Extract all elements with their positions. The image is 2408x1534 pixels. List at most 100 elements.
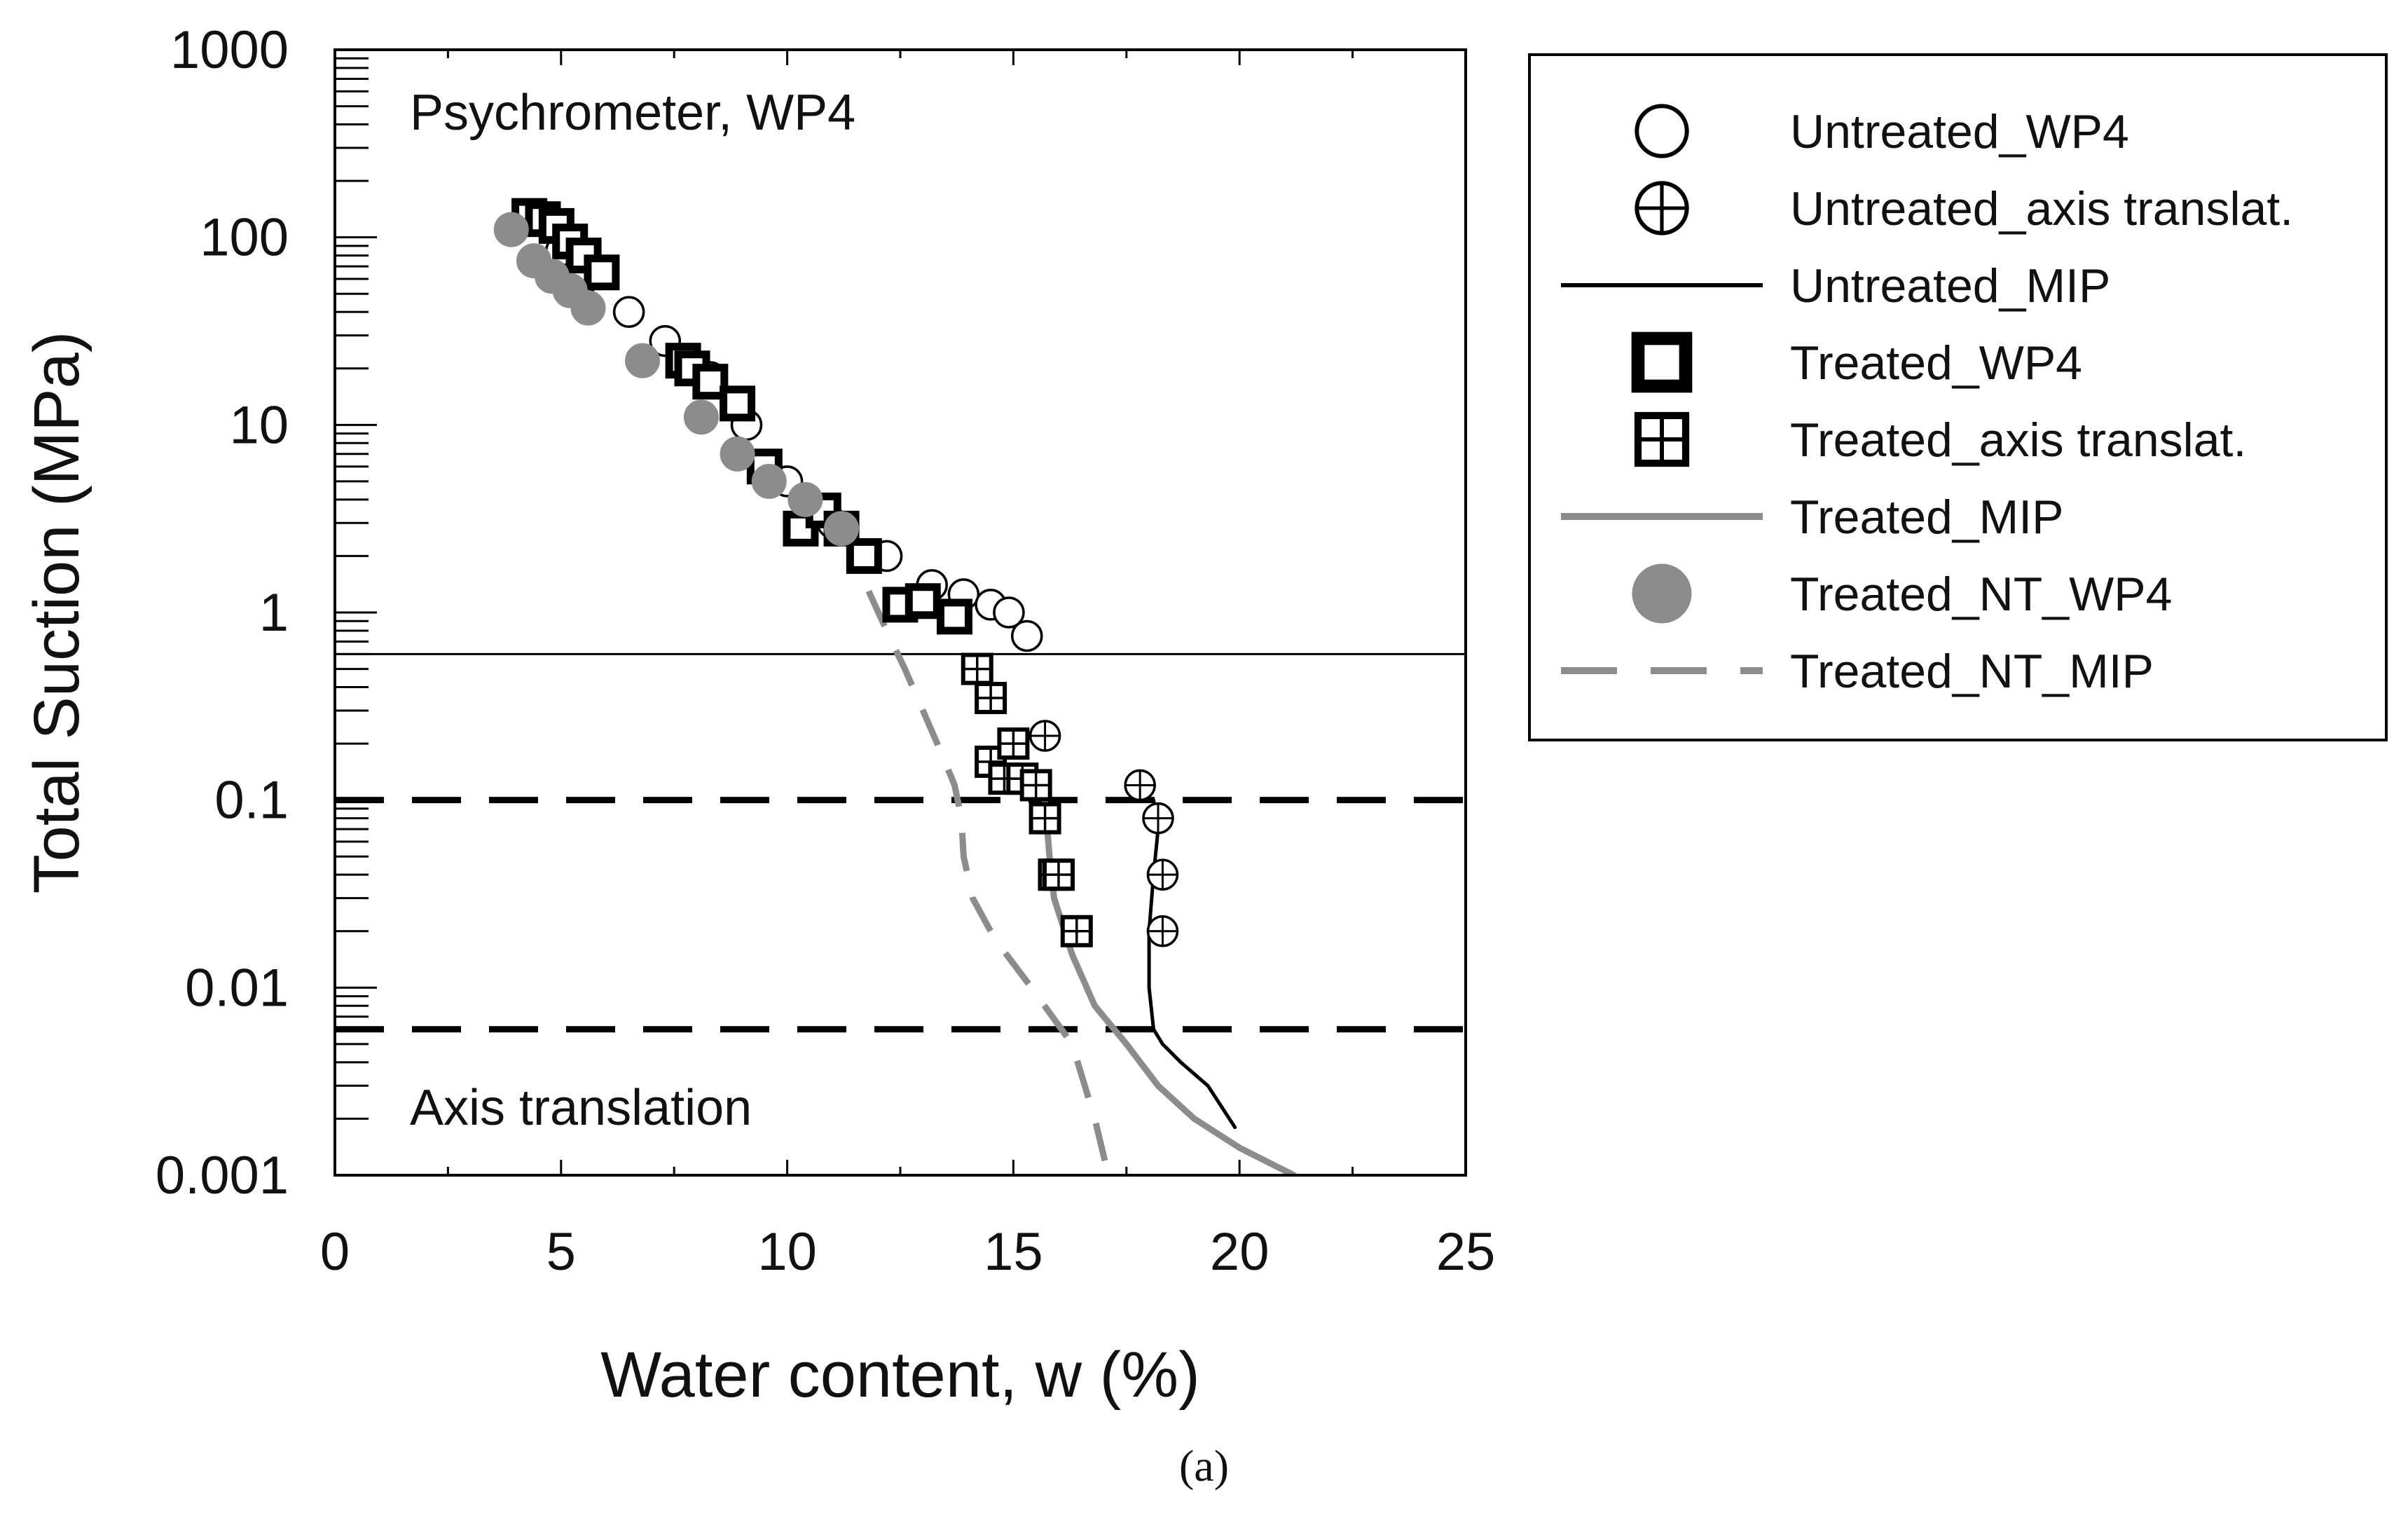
legend-swatch xyxy=(1632,563,1692,624)
series-layer xyxy=(493,198,1298,1175)
x-tick-label: 25 xyxy=(1436,1222,1496,1282)
y-tick-label: 1 xyxy=(259,583,289,643)
legend-item-untreated-wp4: Untreated_WP4 xyxy=(1635,104,2129,158)
data-point xyxy=(846,537,882,574)
reference-lines xyxy=(335,652,1466,1033)
data-point xyxy=(961,652,993,685)
x-tick-label: 15 xyxy=(984,1222,1043,1282)
data-point xyxy=(787,481,823,517)
series-untreated-axis-translat xyxy=(1028,720,1179,947)
legend-frame xyxy=(1528,53,2388,741)
annotation-axis-translation: Axis translation xyxy=(410,1080,752,1136)
marker-shape xyxy=(692,364,729,400)
series-untreated-wp4 xyxy=(545,234,1043,652)
data-point xyxy=(570,290,606,326)
data-point xyxy=(493,212,529,247)
data-point xyxy=(1124,769,1156,802)
marker-shape xyxy=(824,511,860,547)
legend-swatch xyxy=(1635,181,1689,235)
y-tick-label: 0.001 xyxy=(156,1146,289,1205)
series-line xyxy=(1147,798,1237,1130)
legend-label: Treated_NT_MIP xyxy=(1790,645,2154,698)
legend-label: Treated_NT_WP4 xyxy=(1790,568,2172,621)
series-untreated-mip xyxy=(1147,798,1237,1130)
data-point xyxy=(1011,619,1043,652)
data-point xyxy=(1042,858,1075,891)
data-point xyxy=(1019,769,1052,802)
data-point xyxy=(975,682,1007,715)
data-point xyxy=(720,436,755,472)
legend-item-untreated-mip: Untreated_MIP xyxy=(1561,259,2110,313)
legend-label: Treated_WP4 xyxy=(1790,336,2082,390)
legend-swatch xyxy=(1631,331,1693,393)
data-point xyxy=(997,727,1030,760)
axes: 0 5 10 15 20 25 0.001 0.01 0.1 1 10 100 1000 xyxy=(156,20,1495,1282)
legend-label: Treated_axis translat. xyxy=(1790,413,2246,467)
data-point xyxy=(1028,802,1061,835)
marker-shape xyxy=(787,481,823,517)
x-tick-label: 0 xyxy=(320,1222,350,1282)
marker-shape xyxy=(993,596,1025,629)
data-point xyxy=(936,598,972,635)
marker-shape xyxy=(1632,563,1692,624)
data-point xyxy=(612,296,645,328)
data-point xyxy=(1028,720,1061,752)
legend-label: Treated_MIP xyxy=(1790,491,2064,544)
series-line xyxy=(865,589,1112,1175)
x-tick-label: 5 xyxy=(546,1222,576,1282)
figure-caption: (a) xyxy=(1178,1441,1230,1491)
data-point xyxy=(904,583,941,619)
legend-swatch xyxy=(1634,411,1690,467)
legend-item-treated-wp4: Treated_WP4 xyxy=(1631,331,2082,393)
series-line xyxy=(1042,797,1298,1175)
marker-shape xyxy=(584,254,620,291)
marker-shape xyxy=(683,399,719,435)
legend-label: Untreated_WP4 xyxy=(1790,105,2129,158)
legend: Untreated_WP4 Untreated_axis translat. Unt… xyxy=(1528,53,2388,741)
marker-shape xyxy=(1631,331,1693,393)
marker-shape xyxy=(570,290,606,326)
series-treated-nt-wp4 xyxy=(493,212,860,547)
marker-shape xyxy=(720,385,756,422)
y-tick-label: 0.01 xyxy=(185,958,289,1018)
data-point xyxy=(692,364,729,400)
series-treated-nt-mip xyxy=(865,589,1112,1175)
data-point xyxy=(1142,802,1174,835)
y-tick-label: 10 xyxy=(229,395,289,455)
annotation-psychrometer: Psychrometer, WP4 xyxy=(410,85,855,141)
legend-item-treated-axis-translat: Treated_axis translat. xyxy=(1634,411,2246,467)
legend-item-treated-mip: Treated_MIP xyxy=(1561,491,2064,544)
marker-shape xyxy=(1011,619,1043,652)
marker-shape xyxy=(751,463,787,499)
data-point xyxy=(1060,915,1093,947)
data-point xyxy=(584,254,620,291)
legend-label: Untreated_axis translat. xyxy=(1790,182,2293,235)
marker-shape xyxy=(904,583,941,619)
legend-swatch xyxy=(1635,104,1689,158)
data-point xyxy=(1146,858,1179,891)
y-tick-label: 0.1 xyxy=(214,771,289,830)
marker-shape xyxy=(1635,104,1689,158)
x-axis-label: Water content, w (%) xyxy=(600,1339,1200,1411)
marker-shape xyxy=(720,436,755,472)
data-point xyxy=(751,463,787,499)
data-point xyxy=(625,343,661,378)
data-point xyxy=(824,511,860,547)
legend-item-untreated-axis-translat: Untreated_axis translat. xyxy=(1635,181,2293,235)
y-axis-label: Total Suction (MPa) xyxy=(21,331,92,894)
data-point xyxy=(993,596,1025,629)
series-treated-mip xyxy=(1042,797,1298,1175)
legend-item-treated-nt-mip: Treated_NT_MIP xyxy=(1561,645,2154,698)
x-tick-label: 10 xyxy=(757,1222,817,1282)
legend-item-treated-nt-wp4: Treated_NT_WP4 xyxy=(1632,563,2172,624)
marker-shape xyxy=(846,537,882,574)
x-tick-label: 20 xyxy=(1210,1222,1270,1282)
data-point xyxy=(683,399,719,435)
data-point xyxy=(720,385,756,422)
legend-label: Untreated_MIP xyxy=(1790,259,2110,313)
series-treated-wp4 xyxy=(511,198,972,635)
series-treated-axis-translat xyxy=(961,652,1093,947)
marker-shape xyxy=(936,598,972,635)
marker-shape xyxy=(625,343,661,378)
